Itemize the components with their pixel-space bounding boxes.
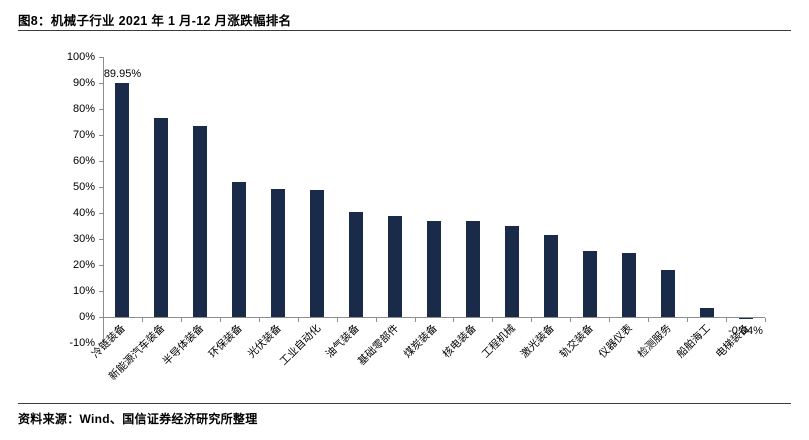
x-axis-tick xyxy=(609,318,611,322)
category-label: 工程机械 xyxy=(479,322,518,361)
x-axis-tick xyxy=(141,318,143,322)
y-axis-tick-label: 30% xyxy=(72,232,95,245)
bar xyxy=(543,235,558,317)
x-axis-tick xyxy=(103,318,104,322)
bar xyxy=(427,220,441,317)
bar xyxy=(154,118,169,317)
y-axis-tick xyxy=(99,187,103,188)
x-axis-tick xyxy=(375,318,377,322)
data-label: 89.95% xyxy=(103,68,142,81)
bar xyxy=(504,226,519,317)
bar xyxy=(193,125,208,317)
y-axis-tick-label: 40% xyxy=(72,206,95,219)
y-axis-tick-label: 50% xyxy=(72,180,95,193)
y-axis-tick xyxy=(99,109,103,110)
y-axis-tick-label: 20% xyxy=(72,258,95,271)
y-axis-tick-label: 10% xyxy=(72,284,95,297)
y-axis-tick xyxy=(99,161,103,162)
y-axis-tick xyxy=(99,343,103,344)
y-axis-tick-label: 0% xyxy=(79,310,95,323)
x-axis-tick xyxy=(336,318,338,322)
x-axis-tick xyxy=(219,318,221,322)
y-axis-tick xyxy=(99,291,103,292)
x-axis-tick xyxy=(453,318,455,322)
bar xyxy=(738,318,753,319)
category-label: 检测服务 xyxy=(635,322,674,361)
title-divider xyxy=(18,30,791,31)
y-axis-tick xyxy=(99,213,103,214)
category-label: 激光装备 xyxy=(518,322,557,361)
x-axis-line xyxy=(103,317,765,318)
y-axis-line xyxy=(103,57,104,343)
source-note: 资料来源：Wind、国信证券经济研究所整理 xyxy=(18,412,258,426)
bar xyxy=(115,83,130,317)
x-axis-tick xyxy=(687,318,689,322)
x-axis-tick xyxy=(765,318,766,322)
y-axis-tick-label: 70% xyxy=(72,128,95,141)
category-label: 油气装备 xyxy=(323,322,362,361)
y-axis-tick xyxy=(99,57,103,58)
bar xyxy=(232,182,247,317)
bar xyxy=(388,216,403,317)
category-label: 仪器仪表 xyxy=(596,322,635,361)
y-axis-tick xyxy=(99,135,103,136)
bar xyxy=(621,252,636,317)
bar xyxy=(660,270,675,317)
y-axis-tick xyxy=(99,83,103,84)
category-label: 半导体装备 xyxy=(160,322,207,368)
figure-title: 图8：机械子行业 2021 年 1 月-12 月涨跌幅排名 xyxy=(18,14,292,28)
category-label: 工业自动化 xyxy=(277,322,323,368)
category-label: 轨交装备 xyxy=(557,322,596,361)
bar xyxy=(310,189,325,317)
x-axis-tick xyxy=(180,318,182,322)
x-axis-tick xyxy=(570,318,572,322)
category-label: 环保装备 xyxy=(206,322,246,361)
footer-divider xyxy=(18,403,791,404)
bar xyxy=(271,188,286,317)
x-axis-tick xyxy=(492,318,494,322)
bar xyxy=(699,307,714,317)
y-axis-tick-label: -10% xyxy=(69,336,95,349)
category-label: 煤炭装备 xyxy=(401,322,440,361)
y-axis-tick-label: 80% xyxy=(72,102,95,115)
category-label: 核电装备 xyxy=(440,322,479,361)
category-label: 基础零部件 xyxy=(355,322,401,368)
y-axis-tick-label: 90% xyxy=(72,76,95,89)
x-axis-tick xyxy=(297,318,299,322)
x-axis-tick xyxy=(531,318,533,322)
x-axis-tick xyxy=(648,318,650,322)
y-axis-tick-label: 100% xyxy=(66,50,95,63)
bar xyxy=(582,251,597,317)
x-axis-tick xyxy=(258,318,260,322)
y-axis-tick xyxy=(99,317,103,318)
category-label: 船舶海工 xyxy=(674,322,713,361)
x-axis-tick xyxy=(414,318,416,322)
y-axis-tick xyxy=(99,239,103,240)
x-axis-tick xyxy=(726,318,728,322)
y-axis-tick xyxy=(99,265,103,266)
bar xyxy=(465,221,480,317)
category-label: 光伏装备 xyxy=(245,322,285,361)
category-label: 冷链装备 xyxy=(90,322,129,361)
bar xyxy=(349,212,364,317)
data-label: -0.04% xyxy=(728,325,763,337)
y-axis-tick-label: 60% xyxy=(72,154,95,167)
